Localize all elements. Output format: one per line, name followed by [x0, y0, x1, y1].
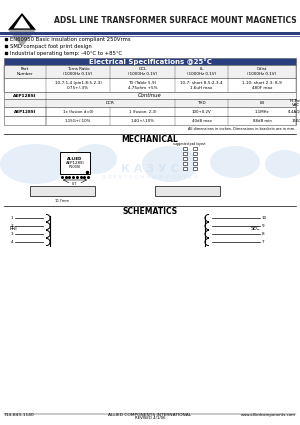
Text: T3 (Table 5-9): T3 (Table 5-9): [128, 80, 157, 85]
Bar: [193, 162, 197, 164]
Bar: [4, 65, 296, 78]
Text: ADSL LINE TRANSFORMER SURFACE MOUNT MAGNETICS: ADSL LINE TRANSFORMER SURFACE MOUNT MAGN…: [54, 15, 296, 25]
Ellipse shape: [0, 144, 70, 184]
Text: LB: LB: [260, 101, 265, 105]
Text: P100SI: P100SI: [69, 165, 81, 169]
Bar: [30, 186, 95, 196]
Text: 1500: 1500: [291, 119, 300, 122]
Polygon shape: [8, 13, 36, 30]
Bar: [4, 58, 296, 65]
Text: 480F max: 480F max: [252, 85, 272, 90]
Text: 10.7mm: 10.7mm: [55, 199, 70, 203]
Text: 100+0.2V: 100+0.2V: [192, 110, 211, 113]
Text: 10-7:1-4 (pin1-8:5-2-3): 10-7:1-4 (pin1-8:5-2-3): [55, 80, 101, 85]
Text: MECHANICAL: MECHANICAL: [122, 134, 178, 144]
Text: SCHEMATICS: SCHEMATICS: [122, 207, 178, 215]
Bar: [183, 151, 187, 155]
Bar: [183, 167, 187, 170]
Text: Э Л Е К Т Р О Н Н Ы Й  П О Р Т А Л: Э Л Е К Т Р О Н Н Ы Й П О Р Т А Л: [102, 175, 198, 179]
Text: 1-10: short 2-3: 8-9: 1-10: short 2-3: 8-9: [242, 80, 282, 85]
Polygon shape: [14, 16, 30, 28]
Text: suggested pad layout: suggested pad layout: [173, 142, 205, 146]
Text: 714-843-1140: 714-843-1140: [4, 413, 35, 417]
Text: 1.15G+/-10%: 1.15G+/-10%: [65, 119, 91, 122]
Text: 10: 10: [262, 216, 267, 220]
Text: 88dB min: 88dB min: [253, 119, 272, 122]
Text: 4: 4: [11, 240, 13, 244]
Text: 1x (fusion d=0): 1x (fusion d=0): [63, 110, 93, 113]
Text: 9: 9: [262, 224, 265, 228]
Bar: [193, 151, 197, 155]
Text: OCL
(1000Hz 0.1V): OCL (1000Hz 0.1V): [128, 67, 157, 76]
Bar: [60, 152, 90, 174]
Ellipse shape: [142, 146, 198, 182]
Text: AEP128SI: AEP128SI: [14, 110, 36, 113]
Text: PRI: PRI: [9, 226, 17, 230]
Bar: [193, 147, 197, 150]
Text: К А З У С: К А З У С: [121, 164, 179, 174]
Text: All dimensions in inches. Dimensions in brackets are in mm.: All dimensions in inches. Dimensions in …: [188, 127, 295, 131]
Ellipse shape: [265, 150, 300, 178]
Text: AEP128SI: AEP128SI: [66, 161, 84, 165]
Text: Part
Number: Part Number: [17, 67, 33, 76]
Text: ALLIED: ALLIED: [67, 157, 83, 161]
Text: 7: 7: [262, 240, 265, 244]
Bar: [4, 99, 296, 107]
Text: SMD compact foot print design: SMD compact foot print design: [10, 43, 92, 48]
Bar: [183, 156, 187, 159]
Text: EN60950 Basic insulation compliant 250Vrms: EN60950 Basic insulation compliant 250Vr…: [10, 37, 130, 42]
Ellipse shape: [73, 144, 117, 174]
Bar: [4, 107, 296, 116]
Text: Hi-Pot
VAC: Hi-Pot VAC: [290, 99, 300, 107]
Text: (14A/20): (14A/20): [288, 110, 300, 113]
Text: 1 (fusion: 2-3): 1 (fusion: 2-3): [129, 110, 156, 113]
Bar: [183, 162, 187, 164]
Polygon shape: [8, 30, 36, 47]
Bar: [4, 78, 296, 92]
Text: 10-7: short 8-5:2-3-4: 10-7: short 8-5:2-3-4: [180, 80, 223, 85]
Text: 0.75+/-3%: 0.75+/-3%: [67, 85, 89, 90]
Text: www.alliedcomponents.com: www.alliedcomponents.com: [241, 413, 296, 417]
Text: LL
(1000Hz 0.1V): LL (1000Hz 0.1V): [187, 67, 216, 76]
Text: REVISED 4/1/06: REVISED 4/1/06: [135, 416, 165, 420]
Bar: [4, 116, 296, 125]
Text: 1.4G+/-10%: 1.4G+/-10%: [130, 119, 154, 122]
Text: 3: 3: [11, 232, 13, 236]
Bar: [193, 167, 197, 170]
Text: AEP128SI: AEP128SI: [13, 94, 37, 97]
Text: 1: 1: [11, 216, 13, 220]
Text: 4.75ohm +5%: 4.75ohm +5%: [128, 85, 157, 90]
Text: 8: 8: [262, 232, 265, 236]
Text: 1.6uH max: 1.6uH max: [190, 85, 213, 90]
Text: DCR: DCR: [106, 101, 115, 105]
Text: 0.7: 0.7: [72, 182, 78, 186]
Bar: [193, 156, 197, 159]
Text: 40dB max: 40dB max: [192, 119, 212, 122]
Text: Cdist
(1000Hz 0.1V): Cdist (1000Hz 0.1V): [248, 67, 277, 76]
Text: 1.1MHz: 1.1MHz: [255, 110, 269, 113]
Text: THD: THD: [197, 101, 206, 105]
Text: Turns Ratio
(1000Hz 0.1V): Turns Ratio (1000Hz 0.1V): [63, 67, 93, 76]
Bar: [0, 32, 300, 35]
Ellipse shape: [210, 146, 260, 178]
Bar: [155, 186, 220, 196]
Bar: [0, 36, 300, 37]
Bar: [183, 147, 187, 150]
Text: Continue: Continue: [138, 93, 162, 98]
Text: Industrial operating temp: -40°C to +85°C: Industrial operating temp: -40°C to +85°…: [10, 51, 122, 56]
Bar: [4, 92, 296, 99]
Text: Electrical Specifications @25°C: Electrical Specifications @25°C: [88, 58, 212, 65]
Text: 2: 2: [11, 224, 13, 228]
Text: ALLIED COMPONENTS INTERNATIONAL: ALLIED COMPONENTS INTERNATIONAL: [108, 413, 192, 417]
Text: SEC: SEC: [250, 226, 260, 230]
